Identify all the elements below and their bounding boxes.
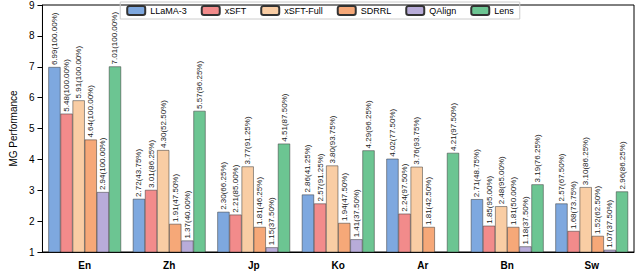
svg-text:3.80(93.75%): 3.80(93.75%)	[328, 115, 337, 163]
svg-text:1.52(62.50%): 1.52(62.50%)	[593, 186, 602, 234]
svg-text:Zh: Zh	[163, 260, 175, 271]
svg-text:3.19(76.25%): 3.19(76.25%)	[533, 134, 542, 182]
svg-text:4.64(100.00%): 4.64(100.00%)	[86, 85, 95, 138]
svg-text:1.91(47.50%): 1.91(47.50%)	[171, 174, 180, 222]
svg-text:1.94(47.50%): 1.94(47.50%)	[340, 173, 349, 221]
svg-text:6.99(100.00%): 6.99(100.00%)	[50, 12, 59, 65]
svg-text:3.76(93.75%): 3.76(93.75%)	[412, 116, 421, 164]
svg-text:2.71(48.75%): 2.71(48.75%)	[472, 149, 481, 197]
svg-text:4.29(96.25%): 4.29(96.25%)	[364, 100, 373, 148]
svg-text:1.18(37.50%): 1.18(37.50%)	[521, 196, 530, 244]
svg-text:Jp: Jp	[248, 260, 260, 271]
svg-text:5.57(96.25%): 5.57(96.25%)	[195, 61, 204, 109]
svg-text:1.15(37.50%): 1.15(37.50%)	[267, 197, 276, 245]
svg-text:Ko: Ko	[332, 260, 345, 271]
svg-text:2.94(100.00%): 2.94(100.00%)	[98, 137, 107, 190]
svg-text:4.02(77.50%): 4.02(77.50%)	[388, 108, 397, 156]
svg-text:1.68(73.75%): 1.68(73.75%)	[569, 181, 578, 229]
svg-text:1.41(37.50%): 1.41(37.50%)	[352, 189, 361, 237]
svg-text:2.48(95.00%): 2.48(95.00%)	[497, 156, 506, 204]
svg-text:5.91(100.00%): 5.91(100.00%)	[74, 46, 83, 99]
svg-text:Bn: Bn	[501, 260, 514, 271]
svg-text:2.21(85.00%): 2.21(85.00%)	[231, 164, 240, 212]
svg-text:7: 7	[29, 61, 35, 72]
svg-text:4: 4	[29, 154, 35, 165]
svg-text:QAlign: QAlign	[429, 6, 456, 16]
svg-text:4.21(97.50%): 4.21(97.50%)	[449, 103, 458, 151]
svg-text:1.81(50.00%): 1.81(50.00%)	[509, 177, 518, 225]
svg-text:4.51(87.50%): 4.51(87.50%)	[280, 93, 289, 141]
svg-text:xSFT: xSFT	[225, 6, 247, 16]
svg-text:LLaMA-3: LLaMA-3	[150, 6, 187, 16]
svg-text:5.48(100.00%): 5.48(100.00%)	[62, 59, 71, 112]
svg-text:2.86(41.25%): 2.86(41.25%)	[303, 144, 312, 192]
svg-text:En: En	[78, 260, 91, 271]
svg-text:1.07(37.50%): 1.07(37.50%)	[605, 199, 614, 247]
svg-text:2.57(67.50%): 2.57(67.50%)	[557, 153, 566, 201]
svg-text:7.01(100.00%): 7.01(100.00%)	[110, 12, 119, 65]
svg-text:2.24(97.50%): 2.24(97.50%)	[400, 163, 409, 211]
svg-text:8: 8	[29, 30, 35, 41]
svg-text:MG Performance: MG Performance	[8, 90, 19, 167]
svg-text:1.37(40.00%): 1.37(40.00%)	[183, 190, 192, 238]
svg-text:3.77(91.25%): 3.77(91.25%)	[243, 116, 252, 164]
svg-text:2.96(86.25%): 2.96(86.25%)	[618, 141, 627, 189]
svg-text:2.30(66.25%): 2.30(66.25%)	[219, 161, 228, 209]
svg-text:1.85(95.00%): 1.85(95.00%)	[485, 175, 494, 223]
svg-text:2: 2	[29, 216, 35, 227]
svg-text:9: 9	[29, 0, 35, 11]
svg-text:4.30(52.50%): 4.30(52.50%)	[159, 100, 168, 148]
svg-text:Ar: Ar	[417, 260, 428, 271]
svg-text:5: 5	[29, 123, 35, 134]
svg-text:3: 3	[29, 185, 35, 196]
svg-text:1: 1	[29, 247, 35, 258]
svg-text:2.57(91.25%): 2.57(91.25%)	[316, 153, 325, 201]
svg-text:1.81(46.25%): 1.81(46.25%)	[255, 177, 264, 225]
svg-text:6: 6	[29, 92, 35, 103]
svg-text:1.81(42.50%): 1.81(42.50%)	[424, 177, 433, 225]
svg-text:SDRRL: SDRRL	[361, 6, 392, 16]
svg-text:Sw: Sw	[585, 260, 600, 271]
svg-text:2.72(43.75%): 2.72(43.75%)	[134, 149, 143, 197]
svg-text:Lens: Lens	[494, 6, 514, 16]
svg-text:3.01(86.25%): 3.01(86.25%)	[147, 140, 156, 188]
svg-text:3.10(86.25%): 3.10(86.25%)	[581, 137, 590, 185]
svg-text:xSFT-Full: xSFT-Full	[284, 6, 323, 16]
